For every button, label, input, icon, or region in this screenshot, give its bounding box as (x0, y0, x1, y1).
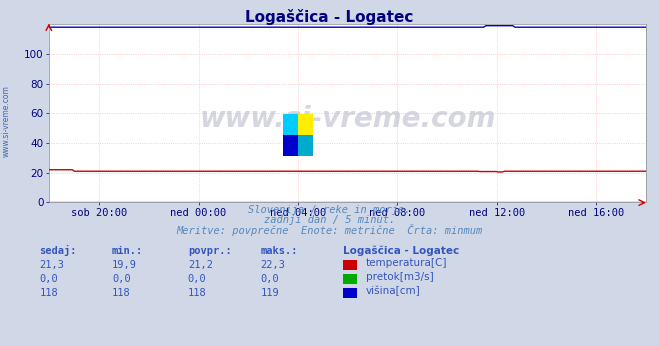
Text: Slovenija / reke in morje.: Slovenija / reke in morje. (248, 205, 411, 215)
Text: pretok[m3/s]: pretok[m3/s] (366, 272, 434, 282)
Text: 118: 118 (188, 288, 206, 298)
Text: 19,9: 19,9 (112, 260, 137, 270)
Bar (283, 135, 298, 156)
Text: www.si-vreme.com: www.si-vreme.com (2, 85, 11, 157)
Text: 0,0: 0,0 (188, 274, 206, 284)
Text: 21,2: 21,2 (188, 260, 213, 270)
Text: Logaščica - Logatec: Logaščica - Logatec (343, 246, 459, 256)
Text: 0,0: 0,0 (112, 274, 130, 284)
Text: temperatura[C]: temperatura[C] (366, 258, 447, 268)
Text: 22,3: 22,3 (260, 260, 285, 270)
Text: 0,0: 0,0 (40, 274, 58, 284)
Text: zadnji dan / 5 minut.: zadnji dan / 5 minut. (264, 215, 395, 225)
Text: sedaj:: sedaj: (40, 245, 77, 256)
Bar (298, 114, 313, 135)
Text: www.si-vreme.com: www.si-vreme.com (200, 104, 496, 133)
Bar (283, 114, 298, 135)
Text: 21,3: 21,3 (40, 260, 65, 270)
Text: povpr.:: povpr.: (188, 246, 231, 256)
Bar (298, 135, 313, 156)
Text: 119: 119 (260, 288, 279, 298)
Text: višina[cm]: višina[cm] (366, 285, 420, 296)
Text: 118: 118 (40, 288, 58, 298)
Text: 118: 118 (112, 288, 130, 298)
Text: maks.:: maks.: (260, 246, 298, 256)
Text: Meritve: povprečne  Enote: metrične  Črta: minmum: Meritve: povprečne Enote: metrične Črta:… (177, 224, 482, 236)
Text: min.:: min.: (112, 246, 143, 256)
Text: Logaščica - Logatec: Logaščica - Logatec (245, 9, 414, 25)
Text: 0,0: 0,0 (260, 274, 279, 284)
